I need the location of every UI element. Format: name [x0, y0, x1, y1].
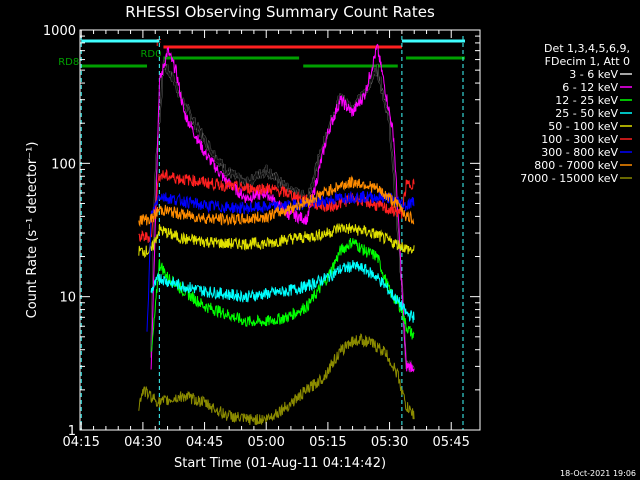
x-tick-label: 05:45	[432, 435, 469, 450]
x-tick-label: 05:00	[247, 435, 284, 450]
legend-entry-label: 6 - 12 keV	[562, 81, 618, 94]
legend-entry-label: 25 - 50 keV	[555, 107, 618, 120]
legend-entry-label: 12 - 25 keV	[555, 94, 618, 107]
state-bar-label: RD0	[140, 49, 161, 60]
x-axis: 04:15 04:30 04:45 05:00 05:15 05:30 05:45	[62, 30, 470, 450]
x-tick-label: 04:30	[124, 435, 161, 450]
state-bar-label: RD8	[58, 57, 79, 68]
legend-header-line-1: Det 1,3,4,5,6,9,	[544, 42, 630, 55]
series-line	[138, 168, 415, 243]
series-line	[138, 222, 415, 259]
legend-entry-label: 7000 - 15000 keV	[520, 172, 618, 185]
legend-header-line-2: FDecim 1, Att 0	[545, 55, 630, 68]
footer-date: 18-Oct-2021 19:06	[560, 469, 636, 478]
y-axis-label: Count Rate (s⁻¹ detector⁻¹)	[25, 142, 40, 319]
legend-entry-label: 800 - 7000 keV	[534, 159, 618, 172]
x-tick-label: 05:15	[309, 435, 346, 450]
series-line	[150, 260, 415, 323]
y-tick-label: 1000	[43, 24, 76, 39]
legend-entry-label: 3 - 6 keV	[569, 68, 618, 81]
x-axis-label: Start Time (01-Aug-11 04:14:42)	[174, 456, 386, 471]
series-line	[138, 175, 415, 228]
y-tick-label: 1	[68, 424, 76, 439]
y-axis: 1 10 100 1000	[43, 24, 480, 439]
x-tick-label: 04:45	[186, 435, 223, 450]
series-line	[138, 333, 415, 426]
series-lines	[138, 43, 415, 426]
chart-title: RHESSI Observing Summary Count Rates	[125, 3, 435, 21]
y-tick-label: 10	[59, 291, 76, 306]
legend-entry-label: 50 - 100 keV	[548, 120, 618, 133]
legend-entry-label: 100 - 300 keV	[541, 133, 618, 146]
plot-frame	[79, 29, 481, 431]
legend-entry-label: 300 - 800 keV	[541, 146, 618, 159]
x-tick-label: 05:30	[371, 435, 408, 450]
state-bar-label: F	[156, 38, 162, 49]
y-tick-label: 100	[51, 157, 76, 172]
x-tick-label: 04:15	[62, 435, 99, 450]
series-line	[150, 237, 415, 352]
legend: Det 1,3,4,5,6,9, FDecim 1, Att 0 3 - 6 k…	[520, 42, 632, 185]
